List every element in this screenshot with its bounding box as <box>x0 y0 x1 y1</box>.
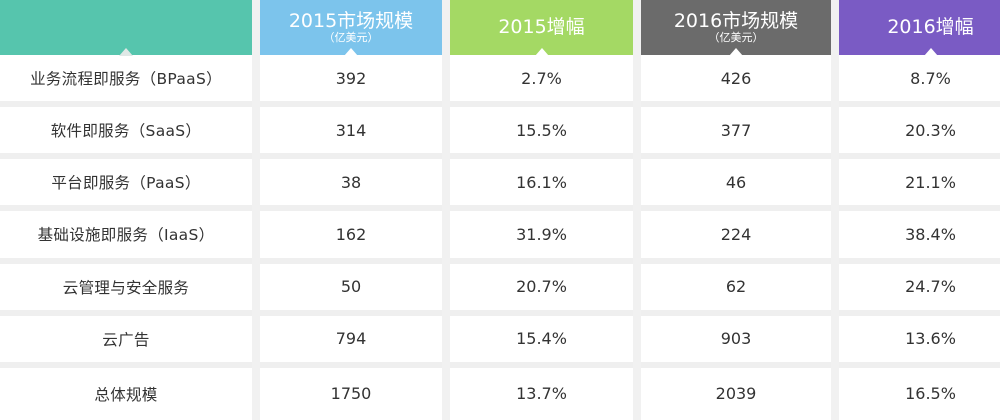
cell-2016-size: 2039 <box>641 367 831 420</box>
row-label: 软件即服务（SaaS） <box>0 107 252 160</box>
header-2015-size-unit: （亿美元） <box>323 30 379 44</box>
cell-2016-growth: 8.7% <box>839 55 1000 108</box>
cell-2016-size: 903 <box>641 315 831 368</box>
cell-2015-size: 314 <box>260 107 442 160</box>
row-label: 云广告 <box>0 315 252 368</box>
cell-2016-growth: 21.1% <box>839 159 1000 212</box>
cell-2015-size: 50 <box>260 263 442 316</box>
header-2016-size-unit: （亿美元） <box>708 30 764 44</box>
row-label: 基础设施即服务（IaaS） <box>0 211 252 264</box>
cell-2016-growth: 24.7% <box>839 263 1000 316</box>
cell-2016-size: 426 <box>641 55 831 108</box>
cell-2016-size: 46 <box>641 159 831 212</box>
cell-2015-size: 1750 <box>260 367 442 420</box>
cell-2015-growth: 31.9% <box>450 211 633 264</box>
header-2016-size: 2016市场规模 （亿美元） <box>641 0 831 56</box>
cell-2016-growth: 38.4% <box>839 211 1000 264</box>
row-label: 平台即服务（PaaS） <box>0 159 252 212</box>
cell-2015-growth: 16.1% <box>450 159 633 212</box>
cell-2015-size: 38 <box>260 159 442 212</box>
cell-2015-growth: 15.4% <box>450 315 633 368</box>
cell-2015-size: 162 <box>260 211 442 264</box>
row-label: 业务流程即服务（BPaaS） <box>0 55 252 108</box>
cell-2015-size: 392 <box>260 55 442 108</box>
cell-2015-growth: 13.7% <box>450 367 633 420</box>
header-2015-growth: 2015增幅 <box>450 0 633 56</box>
cell-2016-size: 377 <box>641 107 831 160</box>
header-2015-size: 2015市场规模 （亿美元） <box>260 0 442 56</box>
header-2016-growth-title: 2016增幅 <box>887 15 974 38</box>
cell-2015-size: 794 <box>260 315 442 368</box>
header-label-column <box>0 0 252 56</box>
cell-2016-size: 224 <box>641 211 831 264</box>
header-2016-size-title: 2016市场规模 <box>673 9 799 32</box>
row-label: 云管理与安全服务 <box>0 263 252 316</box>
cell-2016-size: 62 <box>641 263 831 316</box>
header-2015-growth-title: 2015增幅 <box>498 15 585 38</box>
cell-2016-growth: 20.3% <box>839 107 1000 160</box>
header-2016-growth: 2016增幅 <box>839 0 1000 56</box>
cell-2015-growth: 20.7% <box>450 263 633 316</box>
cell-2016-growth: 13.6% <box>839 315 1000 368</box>
row-label: 总体规模 <box>0 367 252 420</box>
cell-2015-growth: 2.7% <box>450 55 633 108</box>
cell-2016-growth: 16.5% <box>839 367 1000 420</box>
header-2015-size-title: 2015市场规模 <box>288 9 414 32</box>
cell-2015-growth: 15.5% <box>450 107 633 160</box>
